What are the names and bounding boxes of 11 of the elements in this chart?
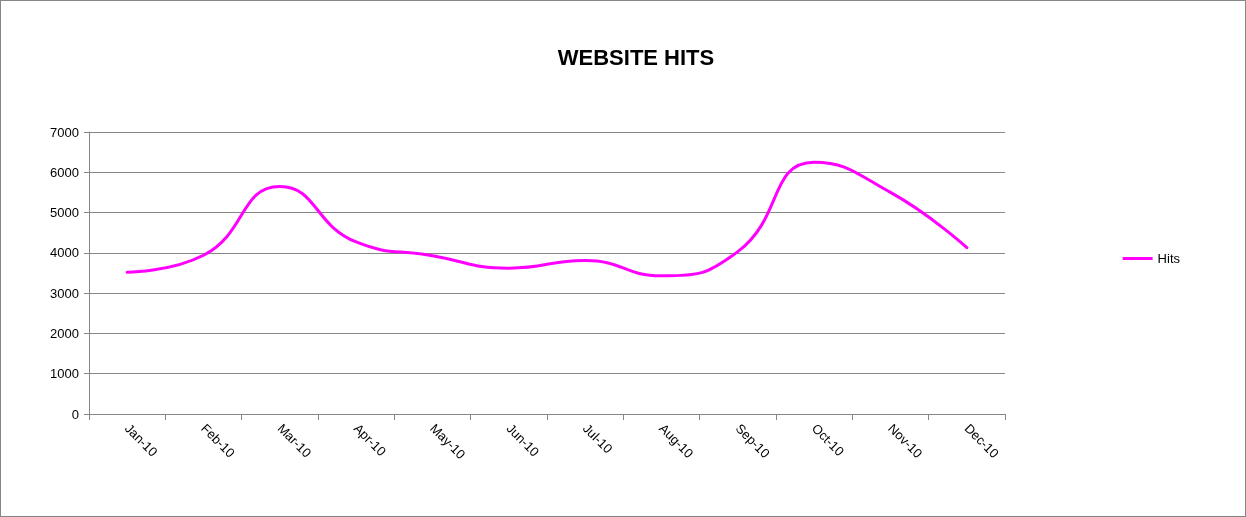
y-tick-label: 5000 bbox=[50, 205, 79, 221]
y-tick-label: 7000 bbox=[50, 124, 79, 140]
chart-title: WEBSITE HITS bbox=[557, 44, 715, 70]
y-tick-label: 4000 bbox=[50, 245, 79, 261]
y-tick-label: 6000 bbox=[50, 164, 79, 180]
y-tick-label: 3000 bbox=[50, 285, 79, 301]
y-tick-label: 2000 bbox=[50, 325, 79, 341]
line-series bbox=[125, 160, 969, 278]
y-tick-label: 0 bbox=[71, 406, 79, 422]
legend-label: Hits bbox=[1157, 251, 1181, 266]
y-tick-label: 1000 bbox=[50, 366, 79, 382]
